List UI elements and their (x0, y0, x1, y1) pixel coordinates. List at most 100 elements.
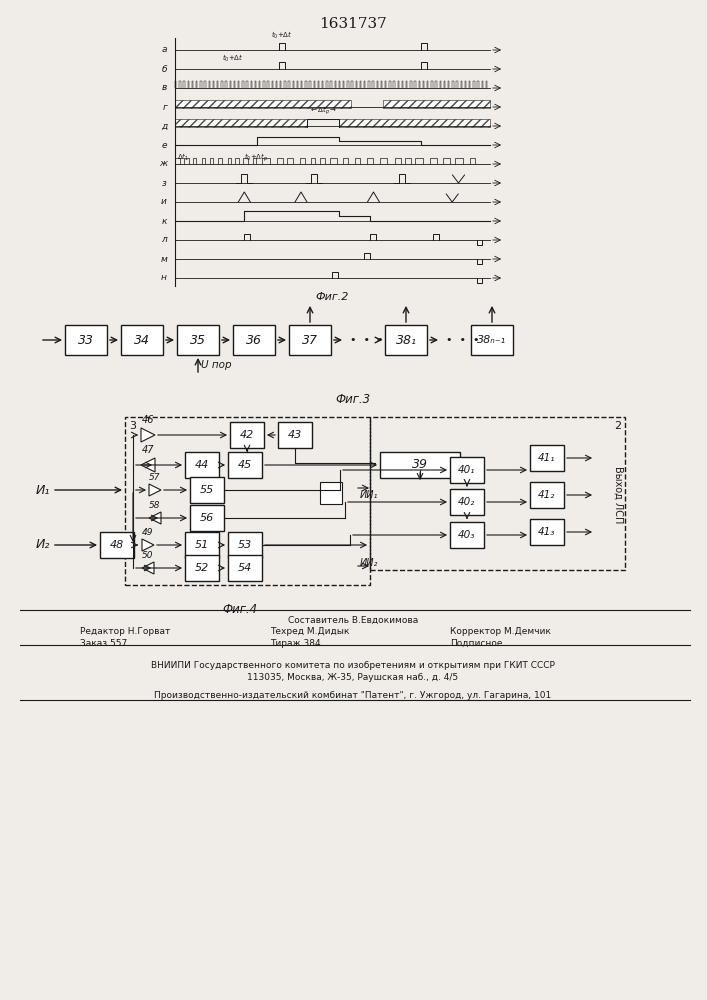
Text: 40₃: 40₃ (458, 530, 476, 540)
Bar (125, 417, 370, 585)
Text: И₂: И₂ (35, 538, 50, 552)
Text: 35: 35 (190, 334, 206, 347)
Text: н: н (161, 273, 167, 282)
Text: 52: 52 (195, 563, 209, 573)
Text: 55: 55 (200, 485, 214, 495)
Bar (230, 422, 264, 448)
Text: ВНИИПИ Государственного комитета по изобретениям и открытиям при ГКИТ СССР: ВНИИПИ Государственного комитета по изоб… (151, 660, 555, 670)
Bar (175, 119, 308, 127)
Bar (228, 532, 262, 558)
Text: 49: 49 (142, 528, 153, 537)
Text: Производственно-издательский комбинат "Патент", г. Ужгород, ул. Гагарина, 101: Производственно-издательский комбинат "П… (154, 690, 551, 700)
Text: 41₁: 41₁ (538, 453, 556, 463)
Text: л: л (161, 235, 167, 244)
Text: и: и (161, 198, 167, 207)
Polygon shape (142, 562, 154, 574)
Bar (530, 445, 564, 471)
Bar (190, 477, 224, 503)
Text: 2: 2 (614, 421, 621, 431)
Text: 38₁: 38₁ (395, 334, 416, 347)
Text: 42: 42 (240, 430, 254, 440)
Bar (450, 457, 484, 483)
Text: Выход ЛСП: Выход ЛСП (613, 466, 623, 524)
Bar (100, 532, 134, 558)
Text: 43: 43 (288, 430, 302, 440)
Text: к: к (162, 217, 167, 226)
Text: 47: 47 (141, 445, 154, 455)
Bar (177, 325, 219, 355)
Bar (370, 417, 625, 570)
Text: 113035, Москва, Ж-35, Раушская наб., д. 4/5: 113035, Москва, Ж-35, Раушская наб., д. … (247, 674, 459, 682)
Text: •  •  •: • • • (446, 335, 479, 345)
Text: в: в (162, 84, 167, 93)
Text: 53: 53 (238, 540, 252, 550)
Text: Фиг.3: Фиг.3 (335, 393, 370, 406)
Bar (380, 452, 460, 478)
Text: 56: 56 (200, 513, 214, 523)
Polygon shape (149, 484, 161, 496)
Text: 57: 57 (149, 473, 160, 482)
Text: ж: ж (159, 159, 167, 168)
Text: б: б (161, 64, 167, 74)
Text: г: г (162, 103, 167, 111)
Text: 1631737: 1631737 (319, 17, 387, 31)
Text: $t_0{+}\Delta t$: $t_0{+}\Delta t$ (271, 30, 293, 41)
Text: Подписное: Подписное (450, 639, 503, 648)
Bar (530, 482, 564, 508)
Text: Фиг.2: Фиг.2 (316, 292, 349, 302)
Text: 41₃: 41₃ (538, 527, 556, 537)
Bar (450, 522, 484, 548)
Polygon shape (141, 428, 155, 442)
Bar (385, 325, 427, 355)
Text: м: м (160, 254, 167, 263)
Polygon shape (142, 539, 154, 551)
Bar (185, 532, 219, 558)
Text: Редактор Н.Горват: Редактор Н.Горват (80, 628, 170, 637)
Text: 38ₙ₋₁: 38ₙ₋₁ (477, 335, 506, 345)
Bar (450, 489, 484, 515)
Text: 58: 58 (149, 501, 160, 510)
Bar (289, 325, 331, 355)
Bar (228, 555, 262, 581)
Text: 45: 45 (238, 460, 252, 470)
Bar (121, 325, 163, 355)
Text: •  •  •: • • • (350, 335, 383, 345)
Text: е: е (161, 140, 167, 149)
Text: а: а (161, 45, 167, 54)
Bar (233, 325, 275, 355)
Text: 33: 33 (78, 334, 94, 347)
Text: з: з (162, 178, 167, 188)
Text: 39: 39 (412, 458, 428, 472)
Bar (320, 482, 342, 504)
Text: Составитель В.Евдокимова: Составитель В.Евдокимова (288, 615, 418, 624)
Polygon shape (149, 512, 161, 524)
Text: 40₂: 40₂ (458, 497, 476, 507)
Text: 54: 54 (238, 563, 252, 573)
Bar (383, 100, 490, 108)
Bar (190, 505, 224, 531)
Text: 34: 34 (134, 334, 150, 347)
Text: Фиг.4: Фиг.4 (223, 603, 257, 616)
Text: Корректор М.Демчик: Корректор М.Демчик (450, 628, 551, 637)
Polygon shape (141, 458, 155, 472)
Text: 46: 46 (141, 415, 154, 425)
Text: И₁: И₁ (35, 484, 50, 496)
Bar (175, 100, 351, 108)
Text: 37: 37 (302, 334, 318, 347)
Text: 50: 50 (142, 551, 153, 560)
Text: д: д (160, 121, 167, 130)
Text: Заказ 557: Заказ 557 (80, 639, 127, 648)
Text: 44: 44 (195, 460, 209, 470)
Bar (339, 119, 490, 127)
Text: 3: 3 (129, 421, 136, 431)
Text: Техред М.Дидык: Техред М.Дидык (270, 628, 349, 637)
Bar (185, 452, 219, 478)
Text: Тираж 384: Тираж 384 (270, 639, 321, 648)
Text: $\leftarrow\Delta t_p\rightarrow$: $\leftarrow\Delta t_p\rightarrow$ (309, 104, 337, 117)
Bar (530, 519, 564, 545)
Text: U пор: U пор (201, 360, 232, 370)
Text: 48: 48 (110, 540, 124, 550)
Bar (471, 325, 513, 355)
Bar (65, 325, 107, 355)
Bar (278, 422, 312, 448)
